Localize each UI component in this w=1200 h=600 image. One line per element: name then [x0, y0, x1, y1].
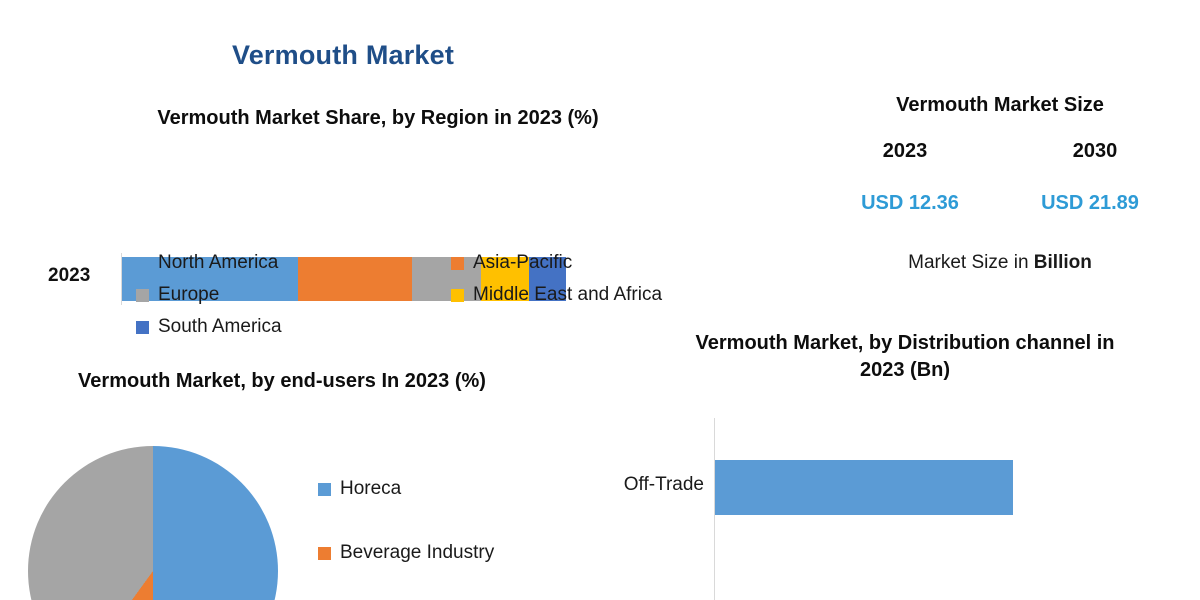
legend-item-asia-pacific: Asia-Pacific [451, 252, 572, 274]
legend-swatch-icon [136, 256, 149, 270]
market-size-year-end: 2030 [1072, 140, 1118, 162]
region-share-chart: Vermouth Market Share, by Region in 2023… [0, 105, 700, 345]
legend-item-europe: Europe [136, 284, 451, 306]
legend-label: Horeca [340, 478, 402, 499]
legend-swatch-icon [451, 256, 464, 270]
pie-plot-area [28, 446, 278, 600]
market-size-value-end: USD 21.89 [1041, 192, 1139, 214]
enduser-chart-title: Vermouth Market, by end-users In 2023 (%… [78, 370, 486, 392]
region-plot-area: 2023 [0, 173, 700, 305]
legend-label: Beverage Industry [340, 542, 495, 563]
legend-item-horeca: Horeca [318, 478, 494, 500]
distribution-channel-chart: Vermouth Market, by Distribution channel… [600, 330, 1200, 600]
legend-label: South America [158, 316, 282, 337]
region-stacked-bar [122, 257, 566, 301]
page-title: Vermouth Market [232, 40, 455, 70]
distribution-category-label: Off-Trade [623, 474, 704, 495]
legend-label: Middle East and Africa [473, 284, 663, 305]
legend-item-south-america: South America [136, 316, 451, 338]
region-segment [297, 257, 412, 301]
legend-swatch-icon [136, 320, 149, 334]
legend-swatch-icon [451, 288, 464, 302]
legend-item-north-america: North America [136, 252, 451, 274]
legend-item-middle-east-and-africa: Middle East and Africa [451, 284, 662, 306]
legend-label: North America [158, 252, 279, 273]
enduser-legend: Horeca Beverage Industry [318, 478, 494, 600]
market-size-title: Vermouth Market Size [896, 94, 1104, 116]
enduser-pie-chart: Vermouth Market, by end-users In 2023 (%… [0, 368, 600, 600]
market-size-unit: Billion [1033, 252, 1092, 273]
region-legend: North America Asia-Pacific Europe Middle… [136, 252, 696, 348]
legend-row: North America Asia-Pacific [136, 252, 696, 274]
legend-swatch-icon [136, 288, 149, 302]
pie-disc [28, 446, 278, 600]
region-segment [411, 257, 481, 301]
region-segment [480, 257, 529, 301]
region-category-label: 2023 [48, 265, 91, 286]
market-size-panel: Vermouth Market Size 2023 2030 USD 12.36… [800, 92, 1200, 292]
distribution-axis-line [714, 418, 715, 600]
market-size-unit-note: Market Size in Billion [800, 252, 1200, 274]
market-size-value-start: USD 12.36 [861, 192, 959, 214]
legend-item-beverage-industry: Beverage Industry [318, 542, 494, 564]
legend-swatch-icon [318, 546, 331, 560]
distribution-chart-title: Vermouth Market, by Distribution channel… [695, 332, 1115, 381]
legend-label: Europe [158, 284, 220, 305]
market-size-values: USD 12.36 USD 21.89 [830, 192, 1170, 215]
legend-label: Asia-Pacific [473, 252, 573, 273]
region-chart-title: Vermouth Market Share, by Region in 2023… [157, 107, 599, 129]
region-segment [528, 257, 566, 301]
legend-row: Europe Middle East and Africa [136, 284, 696, 306]
market-size-year-start: 2023 [882, 140, 928, 162]
legend-swatch-icon [318, 482, 331, 496]
legend-row: South America [136, 316, 696, 338]
distribution-bar [715, 460, 1013, 515]
market-size-years: 2023 2030 [830, 140, 1170, 163]
region-segment [122, 257, 298, 301]
market-size-unit-prefix: Market Size in [908, 252, 1034, 273]
region-axis-line [121, 253, 122, 305]
distribution-plot-area: Off-Trade [600, 418, 1200, 600]
